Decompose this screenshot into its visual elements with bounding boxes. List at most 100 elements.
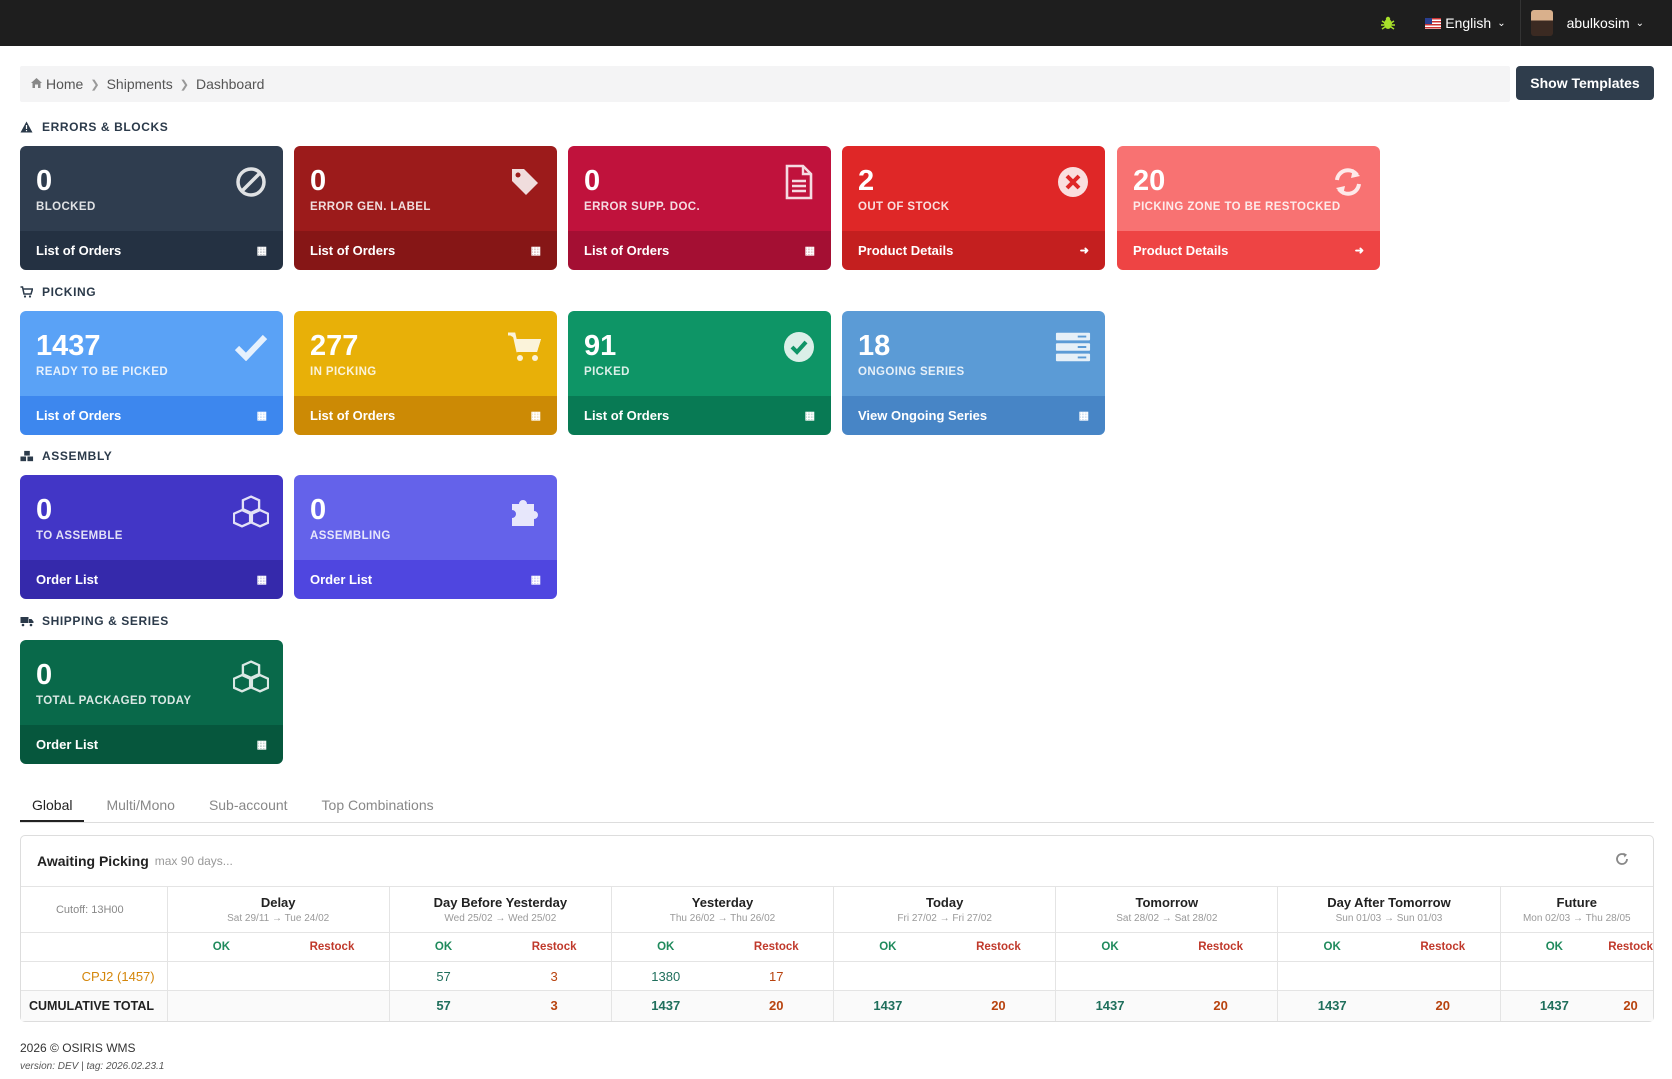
card-link-label: List of Orders: [584, 243, 670, 258]
tab-global[interactable]: Global: [20, 790, 85, 822]
table-icon: ▦: [530, 245, 541, 257]
card-value: 1437: [36, 330, 101, 362]
card-link-list-of-orders[interactable]: List of Orders ▦: [568, 231, 831, 270]
row-name[interactable]: CPJ2 (1457): [21, 961, 168, 991]
ok-header: OK: [1277, 932, 1386, 962]
card-link-label: List of Orders: [310, 408, 396, 423]
user-menu[interactable]: abulkosim ⌄: [1530, 10, 1644, 36]
card-label: ERROR GEN. LABEL: [310, 201, 431, 213]
table-icon: ▦: [256, 574, 267, 586]
card-ready-to-be-picked: 1437 READY TO BE PICKED List of Orders ▦: [20, 311, 283, 435]
column-header: Future Mon 02/03 → Thu 28/05: [1499, 886, 1653, 933]
card-in-picking: 277 IN PICKING List of Orders ▦: [294, 311, 557, 435]
restock-cell: [1608, 961, 1653, 991]
restock-header: Restock: [719, 932, 834, 962]
tab-sub-account[interactable]: Sub-account: [208, 797, 288, 813]
breadcrumb-dashboard: Dashboard: [195, 76, 265, 92]
ok-cell: 1380: [610, 961, 720, 991]
arrow-right-icon: ➜: [1354, 245, 1364, 257]
card-value: 0: [36, 165, 53, 197]
card-link-order-list[interactable]: Order List ▦: [20, 560, 283, 599]
ok-cell: 1437: [610, 990, 720, 1021]
card-link-product-details[interactable]: Product Details ➜: [1117, 231, 1380, 270]
restock-cell: [275, 990, 390, 1021]
cubes-icon: [233, 493, 269, 529]
card-label: TOTAL PACKAGED TODAY: [36, 695, 192, 707]
puzzle-icon: [507, 493, 543, 529]
ok-cell: 1437: [1055, 990, 1164, 1021]
top-navbar: English ⌄ abulkosim ⌄: [0, 0, 1672, 46]
tab-top-combinations[interactable]: Top Combinations: [321, 797, 434, 813]
awaiting-picking-panel: Awaiting Picking max 90 days... Cutoff: …: [20, 835, 1654, 1022]
navbar-divider: [1519, 0, 1521, 46]
card-to-assemble: 0 TO ASSEMBLE Order List ▦: [20, 475, 283, 599]
card-link-list-of-orders[interactable]: List of Orders ▦: [294, 231, 557, 270]
ok-header: OK: [610, 932, 720, 962]
column-header: Day After Tomorrow Sun 01/03 → Sun 01/03: [1277, 886, 1501, 933]
section-picking-label: PICKING: [42, 285, 97, 299]
tab-bar: Global Multi/Mono Sub-account Top Combin…: [20, 790, 1654, 823]
restock-cell: [1385, 961, 1501, 991]
warning-icon: [20, 121, 34, 133]
table-icon: ▦: [1078, 410, 1089, 422]
card-link-order-list[interactable]: Order List ▦: [294, 560, 557, 599]
card-link-list-of-orders[interactable]: List of Orders ▦: [568, 396, 831, 435]
card-link-product-details[interactable]: Product Details ➜: [842, 231, 1105, 270]
card-link-view-ongoing-series[interactable]: View Ongoing Series ▦: [842, 396, 1105, 435]
bug-icon[interactable]: [1377, 12, 1399, 34]
total-label: CUMULATIVE TOTAL: [21, 990, 168, 1021]
ok-cell: [1277, 961, 1386, 991]
breadcrumb-shipments[interactable]: Shipments: [106, 76, 173, 92]
ok-cell: [166, 961, 276, 991]
card-link-list-of-orders[interactable]: List of Orders ▦: [294, 396, 557, 435]
breadcrumb-home[interactable]: Home: [46, 76, 84, 92]
show-templates-button[interactable]: Show Templates: [1516, 66, 1654, 100]
column-range: Fri 27/02 → Fri 27/02: [897, 913, 992, 924]
column-range: Sun 01/03 → Sun 01/03: [1335, 913, 1443, 924]
table-icon: ▦: [804, 245, 815, 257]
card-link-label: Order List: [310, 572, 373, 587]
column-range: Sat 29/11 → Tue 24/02: [227, 913, 330, 924]
card-link-label: View Ongoing Series: [858, 408, 988, 423]
tab-multi-mono[interactable]: Multi/Mono: [106, 797, 175, 813]
language-selector[interactable]: English ⌄: [1425, 15, 1506, 31]
card-link-label: Order List: [36, 737, 99, 752]
table-icon: ▦: [530, 410, 541, 422]
table-icon: ▦: [256, 245, 267, 257]
restock-cell: 17: [719, 961, 834, 991]
ok-cell: 57: [388, 961, 498, 991]
card-link-label: Product Details: [1133, 243, 1229, 258]
card-link-list-of-orders[interactable]: List of Orders ▦: [20, 231, 283, 270]
table-icon: ▦: [256, 410, 267, 422]
column-title: Day Before Yesterday: [433, 895, 568, 910]
card-restock: 20 PICKING ZONE TO BE RESTOCKED Product D…: [1117, 146, 1380, 270]
card-value: 277: [310, 330, 359, 362]
panel-header: Awaiting Picking max 90 days...: [21, 836, 1653, 886]
ok-cell: [166, 990, 276, 1021]
restock-cell: 20: [1385, 990, 1501, 1021]
table-row: CPJ2 (1457) 57 3 1380 17: [21, 961, 1653, 991]
arrow-right-icon: ➜: [1079, 245, 1089, 257]
column-range: Sat 28/02 → Sat 28/02: [1116, 913, 1218, 924]
footer-version: version: DEV | tag: 2026.02.23.1: [20, 1061, 165, 1072]
awaiting-picking-table: Cutoff: 13H00 Delay Sat 29/11 → Tue 24/02…: [21, 886, 1653, 1021]
card-blocked: 0 BLOCKED List of Orders ▦: [20, 146, 283, 270]
card-label: PICKED: [584, 366, 630, 378]
cart-icon: [20, 286, 34, 298]
chevron-right-icon: ❯: [179, 78, 189, 91]
card-label: ONGOING SERIES: [858, 366, 965, 378]
card-link-order-list[interactable]: Order List ▦: [20, 725, 283, 764]
card-link-label: List of Orders: [36, 408, 122, 423]
chevron-down-icon: ⌄: [1635, 17, 1644, 29]
restock-header: Restock: [1608, 932, 1653, 962]
ok-cell: 1437: [833, 990, 942, 1021]
column-title: Today: [925, 895, 964, 910]
column-header: Delay Sat 29/11 → Tue 24/02: [166, 886, 390, 933]
card-label: ASSEMBLING: [310, 530, 391, 542]
ok-header: OK: [833, 932, 942, 962]
restock-cell: [275, 961, 390, 991]
refresh-icon[interactable]: [1615, 852, 1631, 868]
card-link-list-of-orders[interactable]: List of Orders ▦: [20, 396, 283, 435]
table-header-row: Cutoff: 13H00 Delay Sat 29/11 → Tue 24/02…: [21, 886, 1653, 933]
restock-header: Restock: [1163, 932, 1278, 962]
